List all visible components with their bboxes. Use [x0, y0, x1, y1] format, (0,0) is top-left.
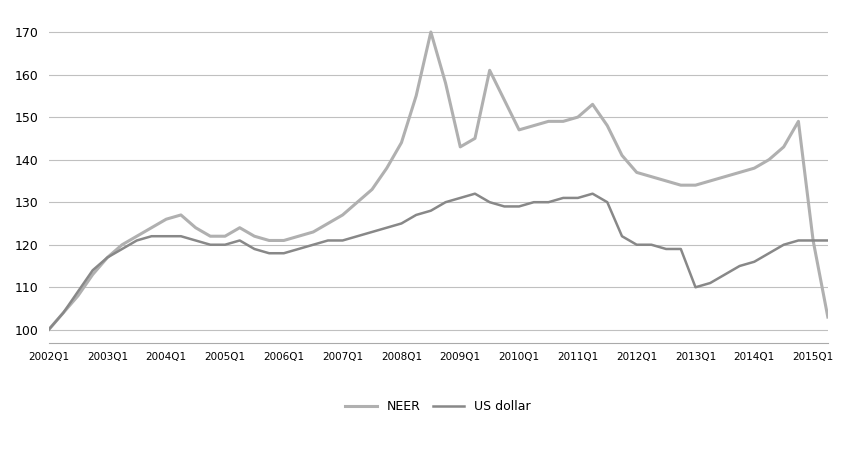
NEER: [43, 327, 54, 333]
US dollar: [587, 191, 597, 196]
Line: US dollar: US dollar: [49, 194, 828, 330]
NEER: [426, 29, 436, 35]
US dollar: [823, 238, 833, 243]
US dollar: [514, 204, 524, 209]
Legend: NEER, US dollar: NEER, US dollar: [340, 395, 536, 418]
US dollar: [338, 238, 348, 243]
NEER: [823, 314, 833, 320]
NEER: [514, 127, 524, 133]
NEER: [338, 212, 348, 218]
US dollar: [470, 191, 480, 196]
US dollar: [528, 199, 539, 205]
NEER: [528, 123, 539, 128]
US dollar: [43, 327, 54, 333]
US dollar: [176, 234, 186, 239]
US dollar: [484, 199, 494, 205]
NEER: [587, 102, 597, 107]
NEER: [176, 212, 186, 218]
Line: NEER: NEER: [49, 32, 828, 330]
NEER: [484, 68, 494, 73]
